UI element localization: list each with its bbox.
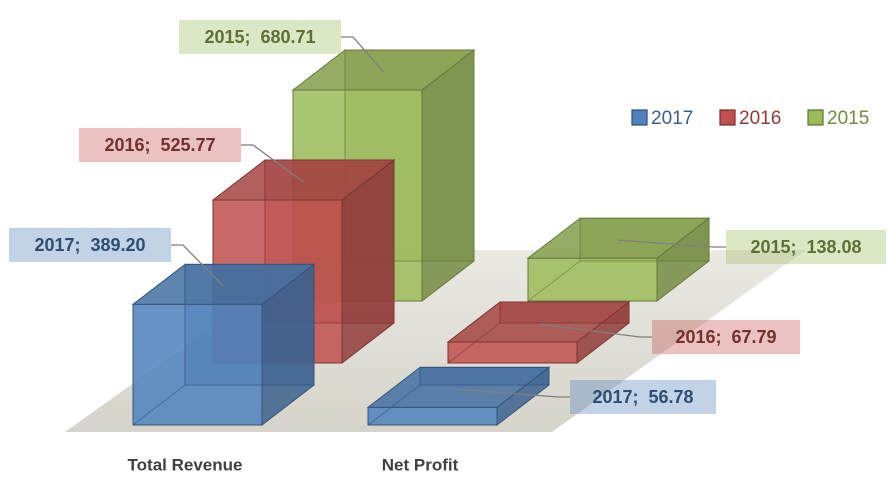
leader-line: [171, 244, 224, 287]
legend-swatch: [807, 109, 824, 126]
legend-label: 2017: [651, 108, 693, 129]
x-tick-label: Total Revenue: [128, 455, 243, 474]
leader-line: [241, 144, 304, 183]
data-label-box: [652, 320, 800, 354]
legend-swatch: [719, 109, 736, 126]
data-label-box: [570, 380, 716, 414]
bar: [131, 263, 316, 427]
leader-line: [538, 323, 652, 338]
bar: [526, 217, 711, 303]
data-label: 2016; 67.79: [675, 327, 776, 347]
data-label-box: [79, 128, 241, 162]
bar-front: [132, 303, 263, 426]
data-label: 2017; 56.78: [592, 387, 693, 407]
leader-line: [458, 388, 570, 398]
data-label: 2017; 389.20: [34, 235, 145, 255]
data-label-box: [179, 20, 341, 54]
data-label: 2015; 680.71: [204, 27, 315, 47]
leader-line: [341, 36, 384, 73]
leader-line: [618, 239, 726, 248]
x-tick-label: Net Profit: [382, 455, 459, 474]
bar-front: [527, 257, 658, 302]
legend-swatch: [631, 109, 648, 126]
data-label: 2016; 525.77: [104, 135, 215, 155]
legend-label: 2015: [827, 108, 869, 129]
bar-front: [367, 406, 498, 426]
bar-side: [421, 48, 475, 303]
bar: [366, 366, 551, 427]
bar-front: [447, 341, 578, 364]
data-label: 2015; 138.08: [750, 237, 861, 257]
legend-label: 2016: [739, 108, 781, 129]
data-label-box: [9, 228, 171, 262]
data-label-box: [726, 230, 886, 264]
